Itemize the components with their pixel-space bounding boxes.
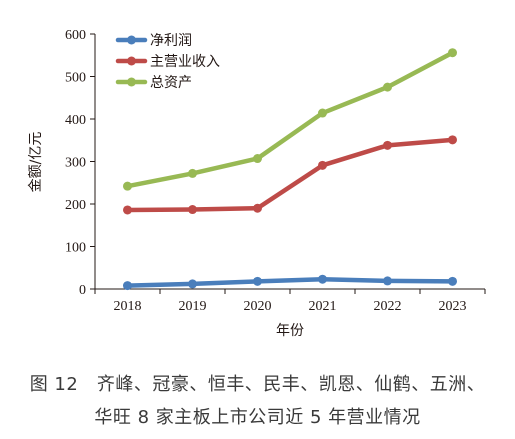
y-tick-label: 300 [65,156,86,171]
data-point [383,82,392,92]
data-point [123,205,132,215]
data-point [318,108,327,118]
data-point [123,281,132,291]
data-point [448,276,457,286]
data-point [253,276,262,286]
data-point [318,160,327,170]
data-point [253,154,262,164]
series-group [123,274,457,291]
chart-axes [94,34,485,290]
y-axis-title: 金额/亿元 [28,132,44,193]
data-point [123,181,132,191]
data-point [448,48,457,58]
line-chart: 0 100 200 300 400 500 600 2018 2019 2020 2021 2022… [28,28,486,339]
legend-item: 主营业收入 [115,54,220,70]
legend-swatch-marker [127,56,136,66]
y-tick-label: 400 [65,113,86,128]
legend-swatch-marker [127,35,136,45]
y-tick-label: 100 [65,241,86,256]
x-axis-ticks: 2018 2019 2020 2021 2022 2023 [94,289,486,314]
chart-series [123,48,457,291]
x-tick-label: 2019 [179,299,207,314]
data-point [383,276,392,286]
legend-label: 净利润 [150,33,192,49]
series-line [125,50,455,189]
x-axis-title: 年份 [276,323,304,339]
series-line [125,137,455,213]
legend-swatch-marker [127,77,136,87]
legend-label: 总资产 [150,75,192,91]
y-axis-ticks: 0 100 200 300 400 500 600 [65,28,95,298]
legend-item: 总资产 [115,75,192,91]
x-tick-label: 2018 [114,299,142,314]
y-tick-label: 0 [79,283,86,298]
series-group [123,135,457,215]
data-point [188,205,197,215]
data-point [188,279,197,289]
data-point [253,203,262,213]
y-tick-label: 500 [65,71,86,86]
y-tick-label: 200 [65,198,86,213]
series-line [125,276,455,288]
series-group [123,48,457,191]
figure-caption-line-1: 图 12 齐峰、冠豪、恒丰、民丰、凯恩、仙鹤、五洲、 [29,374,486,395]
legend-item: 净利润 [115,33,192,49]
figure-caption-line-2: 华旺 8 家主板上市公司近 5 年营业情况 [94,407,421,428]
x-tick-label: 2022 [374,299,402,314]
legend-label: 主营业收入 [150,54,220,70]
y-tick-label: 600 [65,28,86,43]
x-tick-label: 2021 [309,299,337,314]
x-tick-label: 2023 [439,299,467,314]
data-point [318,274,327,284]
data-point [383,140,392,150]
x-tick-label: 2020 [244,299,272,314]
data-point [448,135,457,145]
data-point [188,168,197,178]
